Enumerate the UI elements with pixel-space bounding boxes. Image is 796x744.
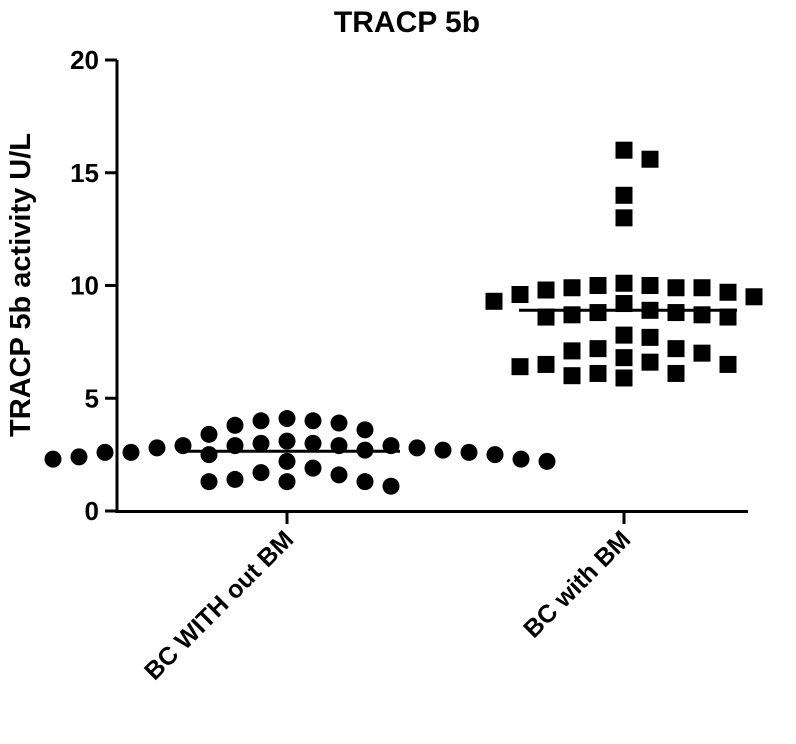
- data-point-square: [667, 364, 685, 382]
- x-category-label: BC WITH out BM: [139, 525, 299, 685]
- data-point-square: [641, 150, 659, 168]
- data-point-square: [537, 308, 555, 326]
- data-point-circle: [278, 452, 296, 470]
- data-point-circle: [200, 473, 218, 491]
- y-tick-label: 15: [70, 158, 99, 188]
- y-tick-label: 20: [70, 45, 99, 75]
- data-point-square: [719, 355, 737, 373]
- data-point-circle: [330, 414, 348, 432]
- data-point-square: [563, 342, 581, 360]
- data-point-circle: [278, 432, 296, 450]
- data-point-square: [615, 369, 633, 387]
- data-point-square: [745, 288, 763, 306]
- data-point-square: [693, 344, 711, 362]
- y-tick-label: 0: [85, 496, 99, 526]
- data-point-circle: [486, 446, 504, 464]
- data-point-square: [615, 274, 633, 292]
- data-point-circle: [122, 443, 140, 461]
- data-point-circle: [226, 416, 244, 434]
- data-point-circle: [356, 421, 374, 439]
- data-point-circle: [434, 441, 452, 459]
- y-axis-label: TRACP 5b activity U/L: [5, 133, 37, 437]
- data-point-square: [641, 353, 659, 371]
- data-point-circle: [278, 410, 296, 428]
- data-point-square: [485, 292, 503, 310]
- x-category-label: BC with BM: [518, 525, 636, 643]
- data-point-circle: [304, 412, 322, 430]
- data-point-square: [615, 141, 633, 159]
- data-point-circle: [252, 464, 270, 482]
- data-point-circle: [96, 443, 114, 461]
- data-point-square: [693, 279, 711, 297]
- data-point-square: [719, 308, 737, 326]
- y-tick-label: 5: [85, 383, 99, 413]
- data-point-square: [667, 279, 685, 297]
- data-point-square: [511, 358, 529, 376]
- data-point-circle: [304, 434, 322, 452]
- data-point-circle: [226, 470, 244, 488]
- data-point-square: [589, 364, 607, 382]
- data-point-square: [667, 304, 685, 322]
- data-point-square: [615, 326, 633, 344]
- data-point-square: [589, 340, 607, 358]
- data-point-square: [615, 209, 633, 227]
- data-point-square: [615, 186, 633, 204]
- data-point-circle: [330, 466, 348, 484]
- data-point-square: [563, 367, 581, 385]
- data-point-circle: [408, 439, 426, 457]
- data-point-circle: [148, 439, 166, 457]
- data-point-circle: [512, 450, 530, 468]
- data-point-square: [563, 279, 581, 297]
- y-tick-label: 10: [70, 271, 99, 301]
- data-point-circle: [252, 412, 270, 430]
- data-point-square: [615, 349, 633, 367]
- data-point-square: [537, 281, 555, 299]
- data-point-circle: [70, 448, 88, 466]
- data-point-circle: [356, 473, 374, 491]
- data-point-square: [589, 277, 607, 294]
- data-point-circle: [278, 473, 296, 491]
- data-point-square: [511, 286, 529, 304]
- data-point-circle: [382, 477, 400, 495]
- data-point-circle: [538, 452, 556, 470]
- data-point-square: [719, 283, 737, 301]
- data-point-square: [589, 304, 607, 322]
- data-point-square: [667, 340, 685, 358]
- data-point-square: [615, 295, 633, 313]
- data-point-circle: [304, 459, 322, 477]
- data-point-circle: [44, 450, 62, 468]
- data-point-circle: [460, 443, 478, 461]
- data-point-square: [641, 328, 659, 346]
- data-point-circle: [200, 425, 218, 443]
- data-point-circle: [252, 434, 270, 452]
- data-point-circle: [200, 446, 218, 464]
- data-point-square: [537, 355, 555, 373]
- chart-title: TRACP 5b: [334, 6, 480, 39]
- data-point-square: [641, 277, 659, 294]
